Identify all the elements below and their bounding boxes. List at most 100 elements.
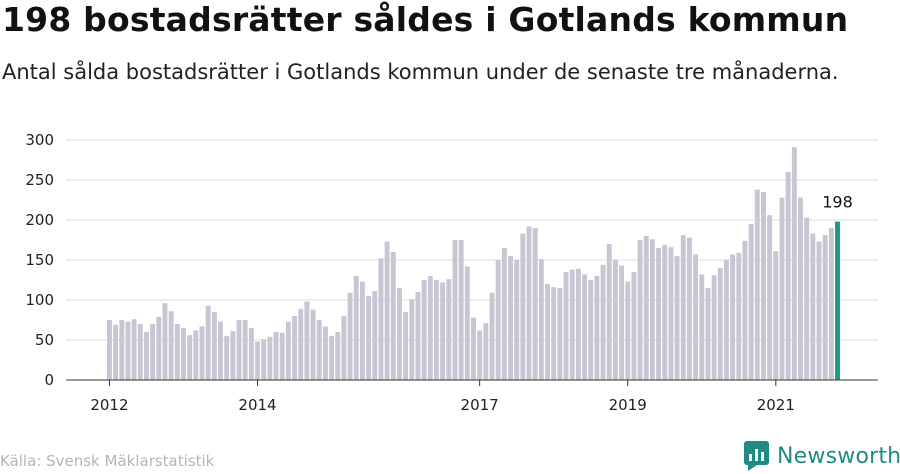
bar [218,321,223,380]
bar [557,288,563,380]
bar [520,233,526,380]
bar [415,292,421,380]
bar [156,316,162,380]
bar [162,303,168,380]
bar [248,328,254,380]
bar [779,197,785,380]
bar [489,292,495,380]
bar [341,316,347,380]
bar [730,254,736,380]
bar [292,316,297,380]
y-tick-label: 300 [25,131,54,149]
bar [495,260,501,380]
bar [526,226,532,380]
bar [545,284,550,380]
bar [261,339,267,380]
bar [606,244,612,380]
bar [705,288,711,380]
bar [224,336,230,380]
bar [119,320,125,380]
bar [754,189,760,380]
bar [742,240,748,380]
bar [236,320,242,380]
bar [230,331,236,380]
bar [612,260,618,380]
y-tick-label: 250 [25,171,54,189]
bar [563,272,569,380]
bar [384,241,390,380]
bar [662,244,668,380]
y-tick-label: 200 [25,211,54,229]
bar [205,305,211,380]
bar [427,276,433,380]
bar [168,311,174,380]
bar [514,260,520,380]
bar [736,252,742,380]
bar [464,266,470,380]
bar [508,256,513,380]
bar [619,265,625,380]
bar [748,224,754,380]
bar [643,236,649,380]
bar-highlight [835,221,840,380]
bar [631,272,637,380]
x-tick-label: 2017 [461,396,499,414]
bar [199,326,205,380]
bar [434,280,439,380]
bar [279,332,285,380]
bar [699,274,705,380]
bar [686,237,692,380]
bar [810,233,816,380]
bar [761,192,766,380]
bar [242,320,248,380]
bar [828,228,834,380]
bar [144,332,149,380]
bar [322,326,328,380]
bar [267,336,273,380]
bar [724,260,729,380]
bar [403,312,409,380]
bar [804,217,810,380]
bar [649,239,655,380]
bar [310,309,316,380]
bar [396,288,402,380]
bar [693,254,699,380]
bar [335,332,341,380]
bar [711,275,717,380]
bar [637,240,643,380]
bar [477,330,483,380]
bar [316,320,322,380]
bar [452,240,458,380]
bar [150,324,156,380]
bar [378,258,384,380]
bar [304,301,310,380]
page-title: 198 bostadsrätter såldes i Gotlands komm… [2,0,849,39]
bar [187,335,193,380]
bar [440,282,446,380]
bar [255,341,260,380]
bar [359,281,365,380]
bar [131,319,137,380]
bar [107,320,112,380]
highlight-value-label: 198 [822,193,853,212]
source-note: Källa: Svensk Mäklarstatistik [0,452,215,470]
newsworthy-brand-name: Newsworthy [777,443,900,469]
bar [113,324,119,380]
bar [137,324,143,380]
y-tick-label: 150 [25,251,54,269]
newsworthy-logo: Newsworthy [744,441,900,471]
bar [594,276,600,380]
y-axis-ticks: 0 50 100 150 200 250 300 [25,131,54,389]
bar [273,332,279,380]
bar [353,276,359,380]
x-tick-label: 2021 [757,396,795,414]
bar [791,147,797,380]
page-subtitle: Antal sålda bostadsrätter i Gotlands kom… [2,60,839,84]
bar [773,251,779,380]
y-tick-label: 50 [35,331,54,349]
bar [656,248,662,380]
bar [588,280,594,380]
bar [582,274,587,380]
bar [211,312,217,380]
